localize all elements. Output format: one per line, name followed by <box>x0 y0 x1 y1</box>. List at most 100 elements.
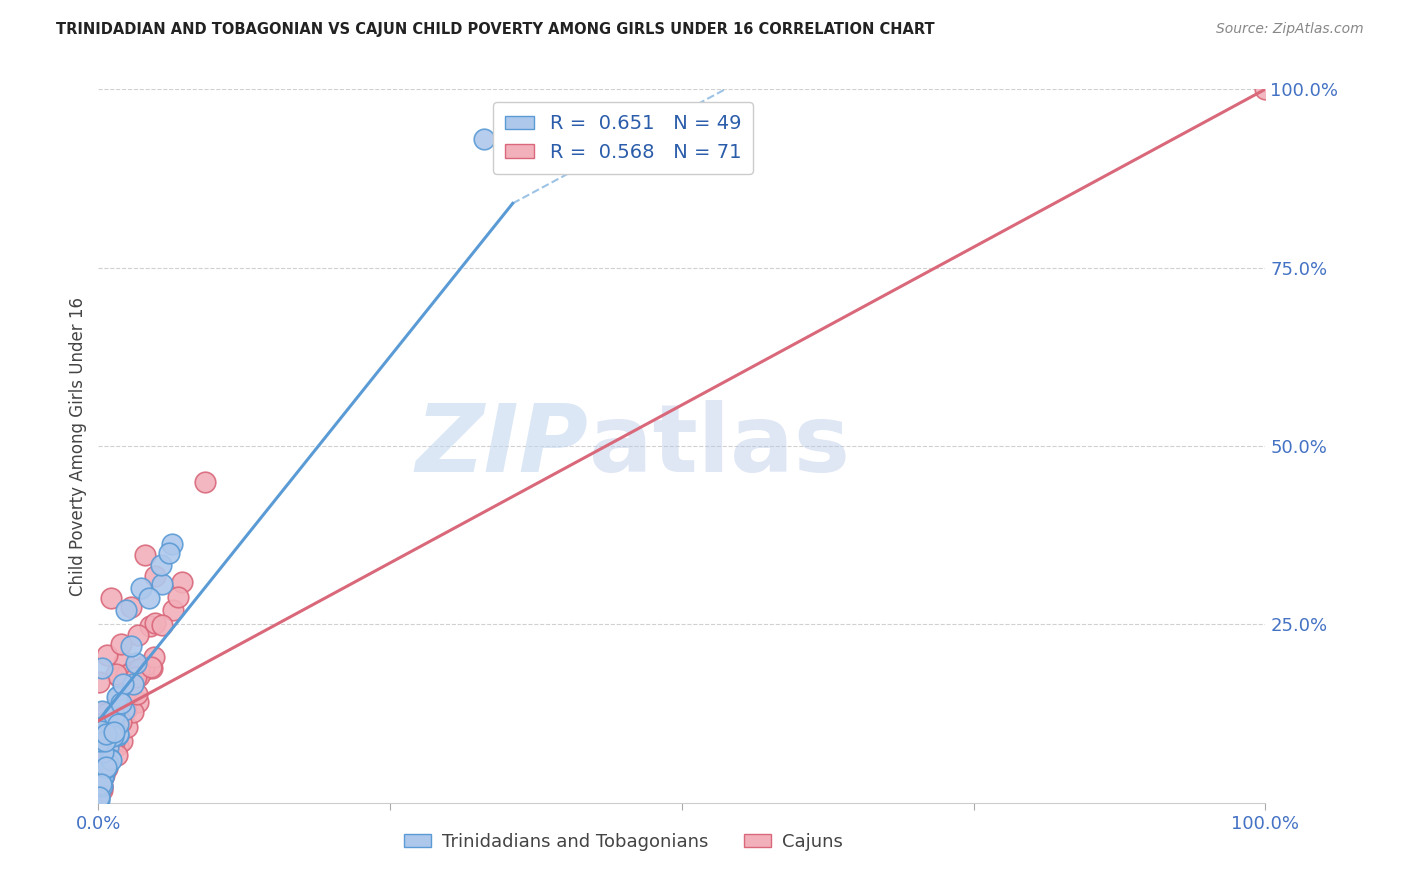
Point <box>134 548 156 562</box>
Point <box>141 661 163 675</box>
Point <box>97 740 120 755</box>
Point <box>1254 82 1277 96</box>
Point <box>90 724 112 739</box>
Point <box>127 628 149 642</box>
Point <box>122 677 145 691</box>
Point <box>149 558 172 572</box>
Point <box>96 745 118 759</box>
Point <box>129 581 152 595</box>
Point <box>141 660 163 674</box>
Point <box>96 727 118 741</box>
Point <box>128 661 150 675</box>
Point <box>125 670 148 684</box>
Point <box>100 753 122 767</box>
Point <box>112 703 135 717</box>
Point <box>110 637 132 651</box>
Point <box>93 715 115 730</box>
Point <box>91 704 114 718</box>
Point <box>110 715 132 730</box>
Point <box>125 687 148 701</box>
Point <box>103 724 125 739</box>
Point <box>100 591 122 605</box>
Point <box>91 780 114 794</box>
Point <box>111 734 134 748</box>
Point <box>166 590 188 604</box>
Point <box>90 716 112 731</box>
Text: ZIP: ZIP <box>416 400 589 492</box>
Point <box>110 696 132 710</box>
Point <box>89 765 111 780</box>
Point <box>108 705 131 719</box>
Point <box>101 729 124 743</box>
Point <box>142 650 165 665</box>
Point <box>108 714 131 729</box>
Point <box>472 132 495 146</box>
Point <box>91 719 114 733</box>
Point <box>94 761 117 775</box>
Text: Source: ZipAtlas.com: Source: ZipAtlas.com <box>1216 22 1364 37</box>
Point <box>103 721 125 735</box>
Point <box>108 711 131 725</box>
Point <box>93 770 115 784</box>
Point <box>157 546 180 560</box>
Point <box>89 789 111 804</box>
Point <box>101 734 124 748</box>
Point <box>89 764 111 778</box>
Point <box>90 759 112 773</box>
Point <box>160 537 183 551</box>
Point <box>89 769 111 783</box>
Point <box>104 721 127 735</box>
Point <box>96 706 118 720</box>
Point <box>162 603 184 617</box>
Point <box>91 705 114 719</box>
Legend: Trinidadians and Tobagonians, Cajuns: Trinidadians and Tobagonians, Cajuns <box>396 826 851 858</box>
Point <box>132 659 155 673</box>
Point <box>89 742 111 756</box>
Point <box>97 757 120 772</box>
Point <box>91 745 114 759</box>
Point <box>115 668 138 682</box>
Point <box>127 695 149 709</box>
Point <box>93 728 115 742</box>
Point <box>114 703 136 717</box>
Point <box>107 669 129 683</box>
Point <box>100 726 122 740</box>
Point <box>120 600 142 615</box>
Point <box>120 665 142 679</box>
Point <box>100 716 122 731</box>
Point <box>89 780 111 795</box>
Point <box>105 690 128 705</box>
Point <box>94 729 117 743</box>
Point <box>89 734 111 748</box>
Point <box>104 667 127 681</box>
Point <box>107 689 129 703</box>
Point <box>89 790 111 805</box>
Point <box>98 751 121 765</box>
Point <box>138 619 160 633</box>
Point <box>94 725 117 739</box>
Point <box>107 717 129 731</box>
Y-axis label: Child Poverty Among Girls Under 16: Child Poverty Among Girls Under 16 <box>69 296 87 596</box>
Point <box>98 751 121 765</box>
Point <box>107 728 129 742</box>
Point <box>101 714 124 728</box>
Point <box>87 674 110 689</box>
Point <box>120 639 142 653</box>
Point <box>93 734 115 748</box>
Point <box>134 663 156 677</box>
Point <box>94 759 117 773</box>
Text: TRINIDADIAN AND TOBAGONIAN VS CAJUN CHILD POVERTY AMONG GIRLS UNDER 16 CORRELATI: TRINIDADIAN AND TOBAGONIAN VS CAJUN CHIL… <box>56 22 935 37</box>
Point <box>150 577 173 591</box>
Point <box>111 677 134 691</box>
Point <box>91 769 114 783</box>
Point <box>103 707 125 722</box>
Point <box>96 761 118 775</box>
Point <box>143 615 166 630</box>
Point <box>115 684 138 698</box>
Point <box>89 743 111 757</box>
Point <box>90 661 112 675</box>
Point <box>87 793 110 807</box>
Point <box>96 648 118 663</box>
Point <box>114 656 136 670</box>
Point <box>125 656 148 670</box>
